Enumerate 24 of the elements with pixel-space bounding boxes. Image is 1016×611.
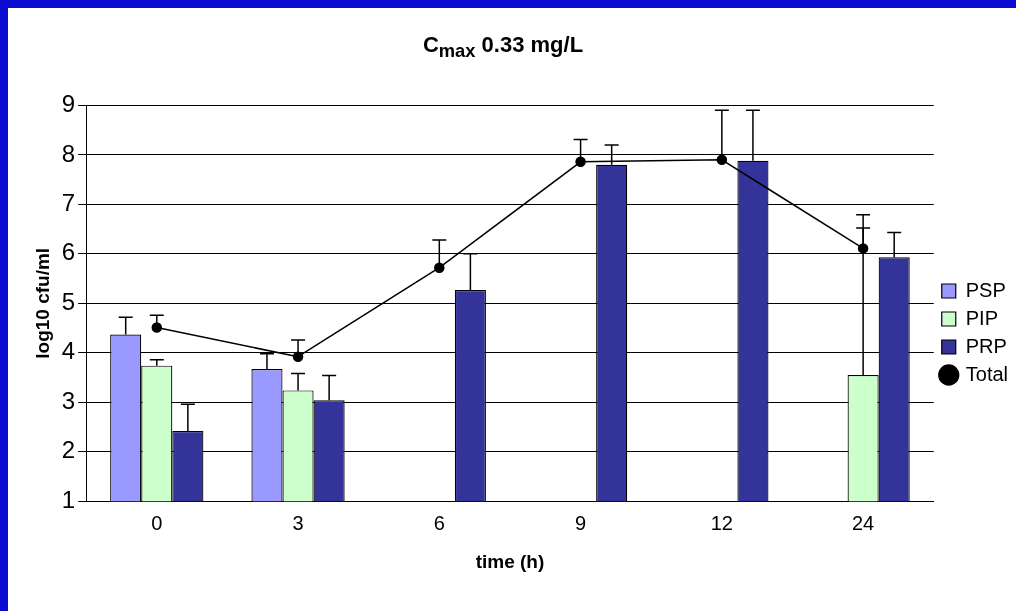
y-tick-label: 9 (61, 90, 76, 118)
y-tick-label: 2 (61, 436, 76, 464)
x-tick-label: 6 (433, 511, 445, 534)
legend-label: PIP (965, 306, 998, 329)
x-tick-label: 9 (575, 511, 587, 534)
point (575, 156, 586, 168)
legend-label: PRP (965, 334, 1007, 357)
y-tick-label: 6 (61, 238, 76, 266)
x-tick-label: 0 (151, 511, 163, 534)
y-tick-label: 1 (61, 485, 76, 513)
x-axis-title: time (h) (475, 550, 545, 572)
x-tick-label: 24 (852, 511, 875, 534)
legend-label: Total (965, 362, 1008, 385)
chart-title: C$_{max}$ 0.33 mg/L (421, 32, 585, 63)
y-tick-label: 8 (61, 139, 76, 167)
y-tick-label: 5 (61, 287, 76, 315)
x-tick-label: 3 (292, 511, 304, 534)
point (434, 262, 445, 273)
y-axis-title: log10 cfu/ml (31, 247, 53, 359)
y-tick-label: 7 (61, 188, 76, 216)
x-tick-label: 12 (710, 511, 733, 534)
y-tick-label: 4 (61, 337, 76, 365)
legend-label: PSP (965, 278, 1006, 301)
y-tick-label: 3 (61, 386, 76, 414)
